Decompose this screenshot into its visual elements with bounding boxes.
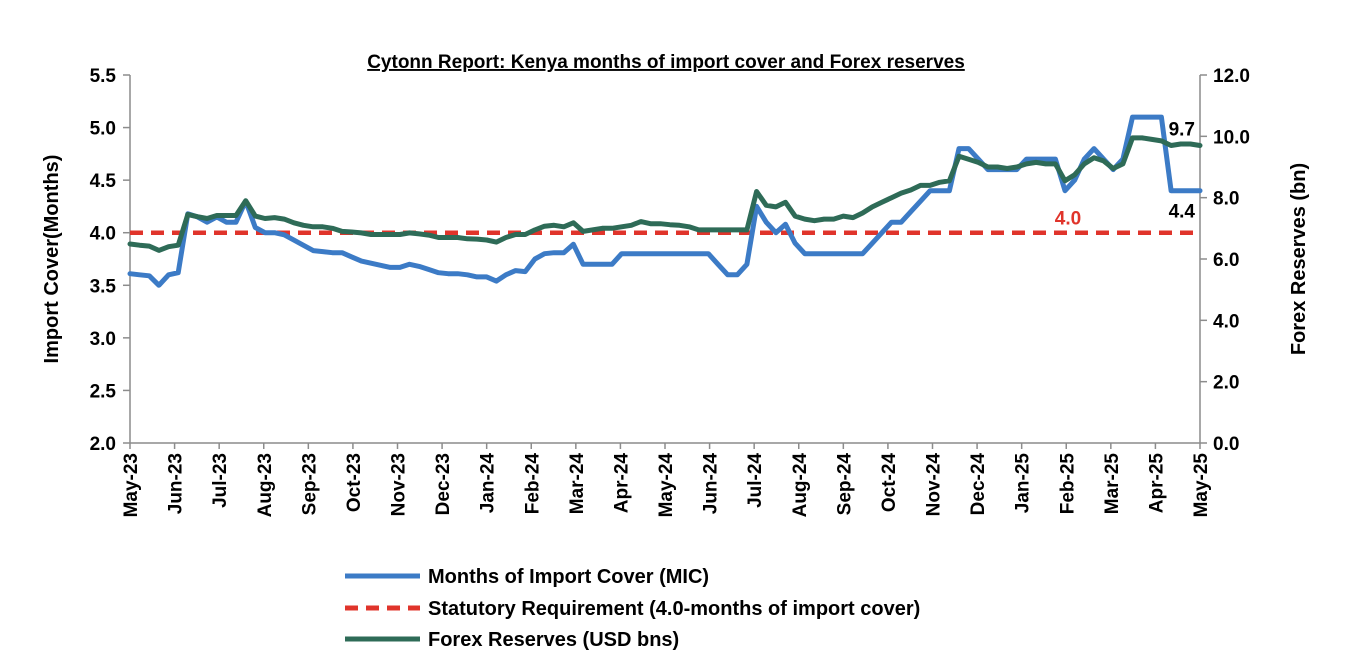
x-tick-label: Mar-25 — [1102, 453, 1123, 515]
series-forex-line — [127, 135, 1203, 253]
right-tick-label: 10.0 — [1213, 127, 1250, 148]
right-tick-label: 2.0 — [1213, 373, 1239, 394]
x-tick-label: Jan-25 — [1013, 453, 1034, 514]
x-tick-label: Oct-23 — [344, 453, 365, 512]
legend-label: Months of Import Cover (MIC) — [428, 566, 709, 588]
left-tick-label: 3.0 — [90, 329, 116, 350]
left-axis-title: Import Cover(Months) — [41, 155, 63, 364]
chart-title: Cytonn Report: Kenya months of import co… — [367, 52, 965, 73]
x-tick-label: Jun-23 — [166, 453, 187, 514]
legend: Months of Import Cover (MIC) Statutory Re… — [345, 566, 920, 651]
x-tick-label: Nov-23 — [389, 453, 410, 516]
x-tick-label: May-25 — [1191, 453, 1212, 518]
x-tick-label: Jun-24 — [701, 453, 722, 515]
x-tick-label: Sep-23 — [299, 453, 320, 515]
right-axis-title: Forex Reserves (bn) — [1288, 163, 1310, 355]
left-tick-label: 5.0 — [90, 119, 116, 140]
x-tick-label: Oct-24 — [879, 453, 900, 513]
x-tick-label: Feb-24 — [522, 453, 543, 515]
x-tick-label: Dec-24 — [968, 453, 989, 516]
x-tick-label: Jan-24 — [478, 453, 499, 514]
legend-label: Forex Reserves (USD bns) — [428, 629, 679, 651]
x-tick-label: May-23 — [121, 453, 142, 517]
x-tick-label: Dec-23 — [433, 453, 454, 515]
x-tick-label: Apr-24 — [611, 453, 632, 514]
left-tick-label: 5.5 — [90, 66, 117, 87]
left-tick-label: 4.0 — [90, 224, 116, 245]
right-tick-label: 8.0 — [1213, 189, 1239, 210]
x-tick-label: Mar-24 — [567, 453, 588, 515]
x-tick-label: Feb-25 — [1057, 453, 1078, 515]
x-tick-label: Jul-24 — [745, 453, 766, 508]
annotation-forex-value: 9.7 — [1169, 120, 1195, 141]
right-tick-label: 12.0 — [1213, 66, 1250, 87]
legend-label: Statutory Requirement (4.0-months of imp… — [428, 598, 920, 620]
left-tick-label: 3.5 — [90, 276, 117, 297]
annotation-mic-value: 4.4 — [1169, 202, 1196, 223]
right-tick-label: 0.0 — [1213, 434, 1239, 455]
x-tick-label: Apr-25 — [1146, 453, 1167, 514]
left-tick-label: 4.5 — [90, 171, 117, 192]
x-tick-label: Jul-23 — [210, 453, 231, 508]
x-tick-label: Aug-24 — [790, 453, 811, 518]
x-tick-label: Sep-24 — [834, 453, 855, 516]
x-tick-label: Nov-24 — [924, 453, 945, 517]
plot-area: 2.0 2.5 3.0 3.5 4.0 4.5 5.0 5.5 0.0 2.0 4.0 6.0 8.0 1… — [41, 66, 1310, 517]
legend-item-statutory: Statutory Requirement (4.0-months of imp… — [345, 598, 920, 620]
series-mic-line — [127, 114, 1203, 288]
left-tick-label: 2.5 — [90, 381, 117, 402]
x-tick-label: May-24 — [656, 453, 677, 518]
right-tick-label: 6.0 — [1213, 250, 1239, 271]
left-tick-label: 2.0 — [90, 434, 116, 455]
legend-item-mic: Months of Import Cover (MIC) — [345, 566, 709, 588]
annotation-statutory-value: 4.0 — [1055, 209, 1081, 230]
legend-item-forex: Forex Reserves (USD bns) — [345, 629, 679, 651]
x-tick-label: Aug-23 — [255, 453, 276, 517]
right-tick-label: 4.0 — [1213, 311, 1239, 332]
